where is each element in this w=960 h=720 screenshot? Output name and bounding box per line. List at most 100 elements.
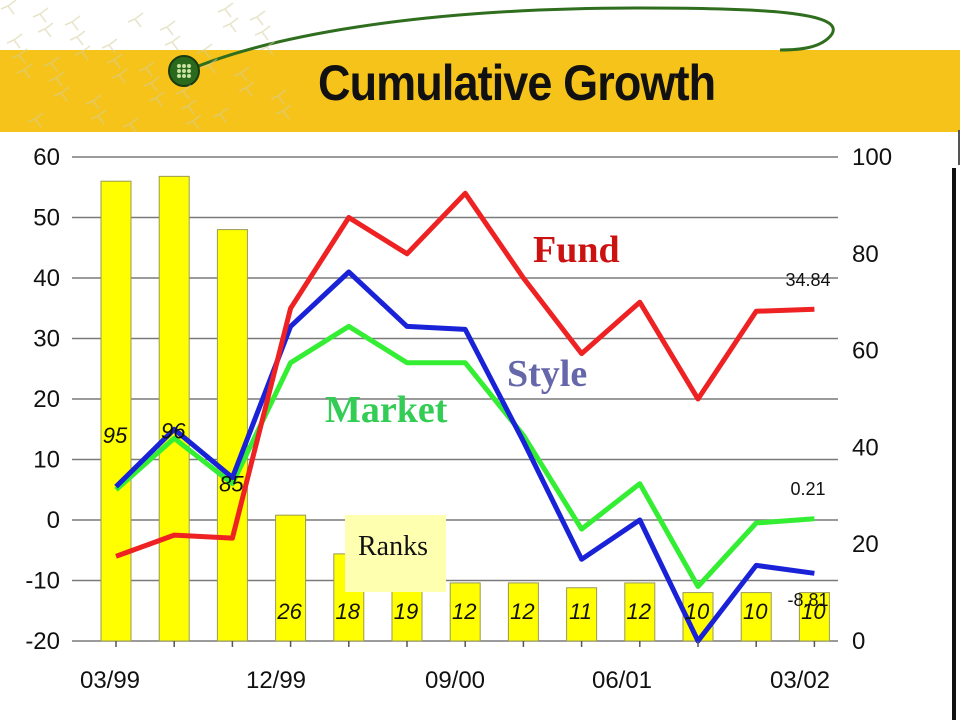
sketch-mark — [270, 89, 287, 105]
rank-bar — [449, 582, 481, 642]
bead-dot — [187, 74, 191, 78]
sketch-mark — [106, 53, 123, 69]
sketch-mark — [0, 0, 17, 15]
sketch-mark — [275, 104, 292, 120]
sketch-mark — [143, 76, 160, 92]
sketch-mark — [185, 114, 202, 130]
x-tick-label: 06/01 — [592, 667, 652, 694]
rank-bar-label: 85 — [219, 472, 244, 497]
bead-dot — [182, 69, 186, 73]
y-tick-label: 30 — [33, 326, 60, 353]
y2-tick-label: 0 — [852, 628, 865, 655]
sketch-mark — [138, 61, 155, 77]
sketch-mark — [122, 117, 139, 133]
rank-bars — [100, 175, 830, 642]
sketch-mark — [37, 22, 54, 38]
sketch-mark — [32, 7, 49, 23]
sketch-mark — [27, 112, 44, 128]
sketch-mark — [201, 58, 218, 74]
sketch-mark — [111, 68, 128, 84]
fund-series-label: Fund — [533, 229, 620, 271]
sketch-mark — [11, 48, 28, 64]
bead-dot — [187, 69, 191, 73]
y2-tick-label: 20 — [852, 531, 879, 558]
y-tick-label: 40 — [33, 265, 60, 292]
y2-tick-label: 60 — [852, 338, 879, 365]
bead-dot — [177, 69, 181, 73]
sketch-mark — [101, 38, 118, 54]
rank-bar-label: 12 — [510, 599, 534, 624]
rank-bar-label: 10 — [685, 599, 710, 624]
fund-series-line — [115, 190, 815, 559]
sketch-mark — [233, 66, 250, 82]
y2-tick-label: 80 — [852, 241, 879, 268]
fund-end-label: 34.84 — [785, 270, 830, 290]
sketch-mark — [222, 17, 239, 33]
sketch-mark — [53, 86, 70, 102]
rank-bar — [798, 592, 830, 642]
market-series-label: Market — [325, 389, 448, 431]
x-tick-label: 03/99 — [80, 667, 140, 694]
sketch-mark — [212, 107, 229, 123]
sketch-mark — [48, 71, 65, 87]
y-tick-label: -20 — [25, 628, 60, 655]
sketch-mark — [180, 99, 197, 115]
sketch-mark — [196, 43, 213, 59]
y2-tick-label: 100 — [852, 144, 892, 171]
sketch-mark — [43, 56, 60, 72]
rank-bar-label: 10 — [801, 599, 826, 624]
sketch-mark — [90, 109, 107, 125]
chart-frame — [115, 130, 960, 720]
rank-bar-label: 11 — [569, 599, 592, 624]
y-tick-label: 60 — [33, 144, 60, 171]
sketch-mark — [127, 12, 144, 28]
y-tick-label: 10 — [33, 447, 60, 474]
sketch-pattern — [0, 0, 292, 133]
ranks-label-box — [345, 515, 446, 592]
rank-bar-label: 96 — [161, 418, 186, 443]
swoosh-curve — [174, 6, 835, 78]
ranks-label: Ranks — [358, 531, 428, 562]
bead-dot — [182, 74, 186, 78]
sketch-mark — [74, 45, 91, 61]
rank-bar — [624, 582, 656, 642]
slide-title: Cumulative Growth — [318, 55, 716, 111]
y2-tick-label: 40 — [852, 434, 879, 461]
rank-bar-label: 95 — [103, 423, 128, 448]
rank-bar — [100, 180, 132, 642]
sketch-mark — [64, 15, 81, 31]
rank-bar — [740, 592, 772, 642]
sketch-mark — [6, 33, 23, 49]
rank-bar-label: 12 — [627, 599, 651, 624]
decorative-swoosh — [0, 0, 835, 133]
bead-dot — [177, 64, 181, 68]
sketch-mark — [69, 30, 86, 46]
bead-dot — [187, 64, 191, 68]
sketch-mark — [159, 20, 176, 36]
style-end-label: -8.81 — [787, 590, 828, 610]
sketch-mark — [254, 25, 271, 41]
rank-bar — [158, 175, 190, 642]
title-band — [0, 50, 960, 132]
sketch-mark — [217, 2, 234, 18]
market-end-label: 0.21 — [790, 479, 825, 499]
sketch-mark — [85, 94, 102, 110]
sketch-mark — [164, 35, 181, 51]
rank-bar-label: 18 — [336, 599, 361, 624]
rank-bar — [216, 229, 248, 642]
style-series-label: Style — [507, 353, 588, 395]
bead-dot — [177, 74, 181, 78]
rank-bar-label: 19 — [394, 599, 418, 624]
x-tick-label: 09/00 — [425, 667, 485, 694]
y-tick-label: 0 — [47, 507, 60, 534]
sketch-mark — [16, 63, 33, 79]
sketch-mark — [175, 84, 192, 100]
sketch-mark — [148, 91, 165, 107]
sketch-mark — [238, 81, 255, 97]
y-tick-label: 50 — [33, 205, 60, 232]
market-series-line — [114, 323, 815, 589]
rank-bar-label: 12 — [452, 599, 476, 624]
